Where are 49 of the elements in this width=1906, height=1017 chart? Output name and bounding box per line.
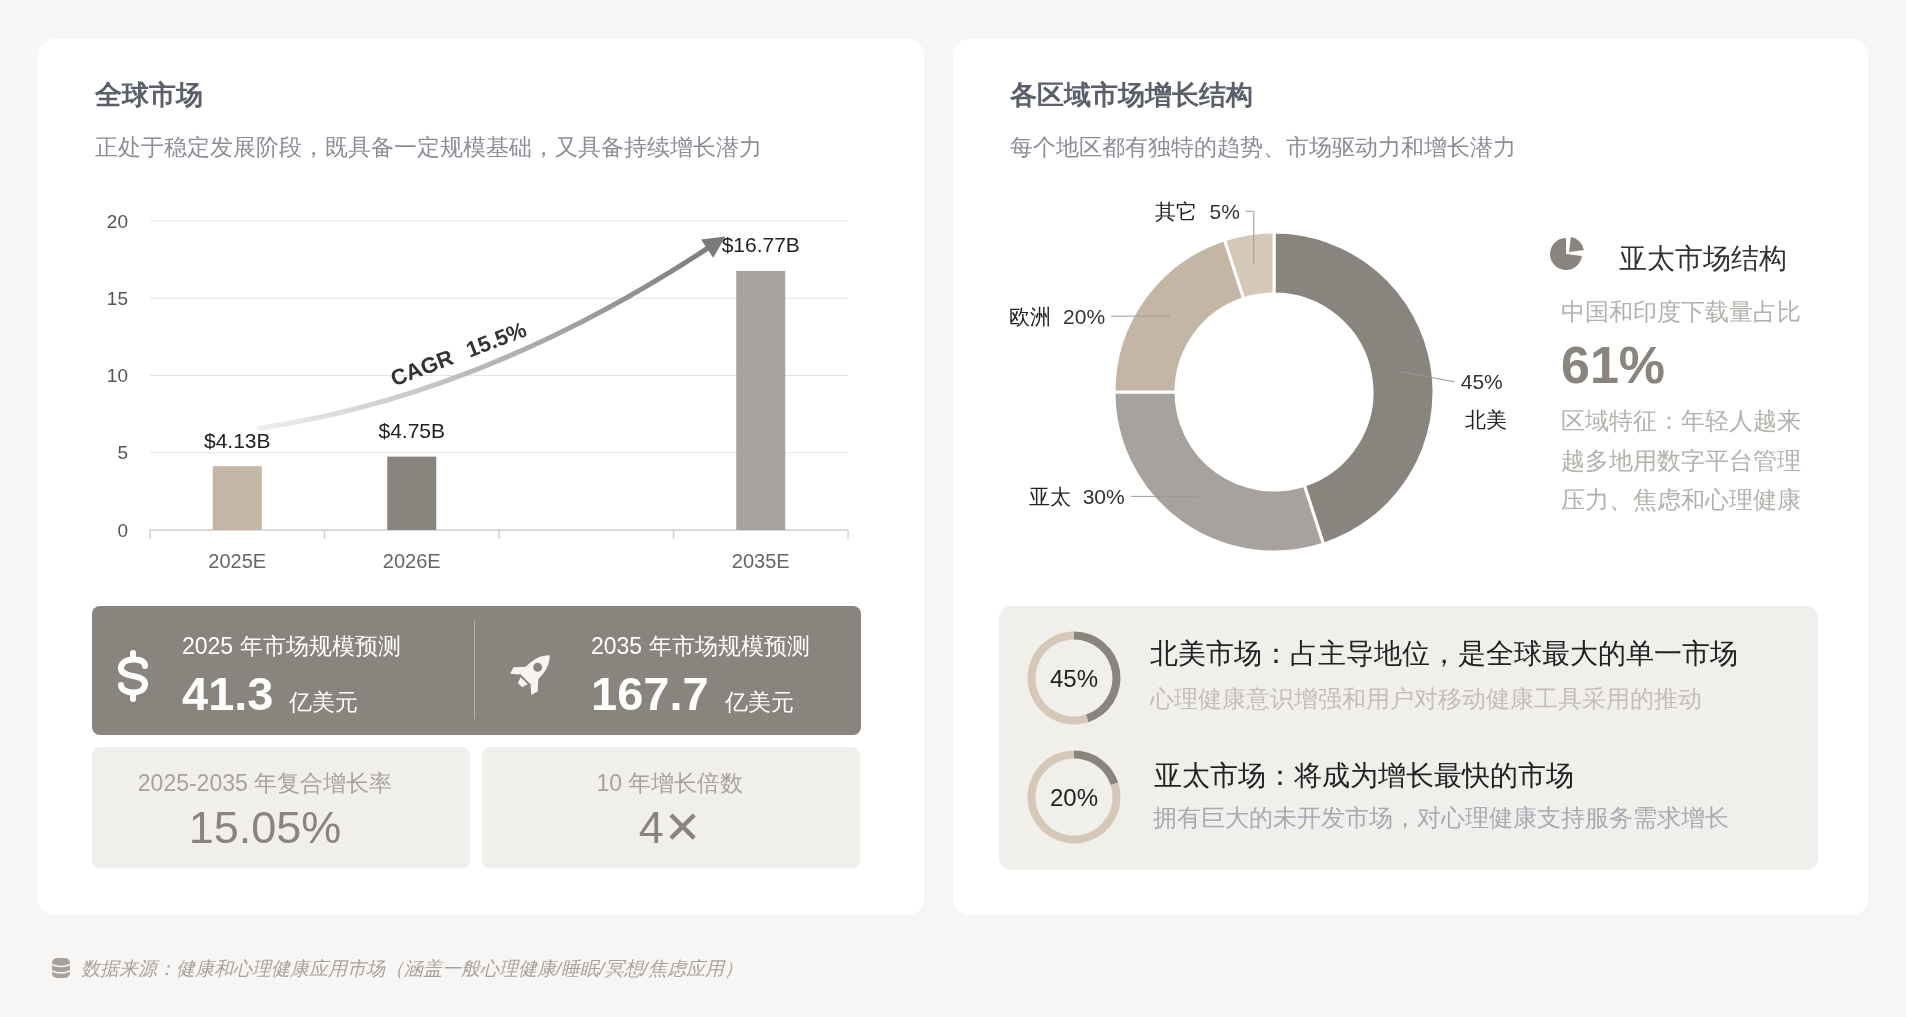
data-label: 45% <box>1460 370 1503 394</box>
text: 亿美元 <box>723 689 794 715</box>
x-tick-label: 2025E <box>208 550 267 572</box>
y-tick-label: 0 <box>117 519 128 541</box>
x-tick-label: 2035E <box>731 550 790 572</box>
text: 61% <box>1561 336 1666 394</box>
slice-label: 欧洲 <box>1009 304 1052 328</box>
text: 亚太市场：将成为增长最快的市场 <box>1154 759 1574 791</box>
y-tick-label: 20 <box>106 210 128 232</box>
text: 2025 年市场规模预测 <box>182 633 401 659</box>
data-label: 20% <box>1063 304 1106 328</box>
text: 北美市场：占主导地位，是全球最大的单一市场 <box>1150 637 1738 669</box>
data-label: $16.77B <box>721 233 800 257</box>
donut-slice <box>1074 750 1119 786</box>
annotation: CAGR 15.5% <box>387 316 530 392</box>
data-label: 20% <box>1049 783 1099 811</box>
chart-title: 全球市场 <box>94 80 203 110</box>
bar <box>736 270 786 530</box>
text: 167.7 <box>591 666 709 720</box>
text: 亚太市场结构 <box>1619 242 1787 274</box>
text: 10 年增长倍数 <box>596 770 744 796</box>
slice-label: 亚太 <box>1028 484 1071 508</box>
y-tick-label: 5 <box>117 442 128 464</box>
chart-subtitle: 正处于稳定发展阶段，既具备一定规模基础，又具备持续增长潜力 <box>95 134 762 160</box>
text: 区域特征：年轻人越来越多地用数字平台管理压力、焦虑和心理健康 <box>1561 406 1802 515</box>
text: 15.05% <box>188 801 342 853</box>
data-label: 45% <box>1049 664 1099 692</box>
data-label: 5% <box>1209 199 1240 223</box>
bar <box>387 456 437 530</box>
slice-label: 其它 <box>1155 199 1198 223</box>
x-tick-label: 2026E <box>382 550 441 572</box>
bar <box>212 466 262 530</box>
y-tick-label: 10 <box>106 365 128 386</box>
donut-slice <box>1027 750 1121 844</box>
source-note: 数据来源：健康和心理健康应用市场（涵盖一般心理健康/睡眠/冥想/焦虑应用） <box>81 957 743 979</box>
text: 41.3 <box>182 666 274 720</box>
text: 2025-2035 年复合增长率 <box>137 770 393 796</box>
chart-title: 各区域市场增长结构 <box>1009 80 1253 110</box>
text: 中国和印度下载量占比 <box>1561 297 1801 325</box>
data-label: $4.13B <box>203 428 271 452</box>
text: 2035 年市场规模预测 <box>591 633 810 659</box>
chart-subtitle: 每个地区都有独特的趋势、市场驱动力和增长潜力 <box>1010 134 1516 160</box>
slice-label: 北美 <box>1464 408 1507 432</box>
text: 亿美元 <box>288 689 359 715</box>
text: 拥有巨大的未开发市场，对心理健康支持服务需求增长 <box>1153 803 1729 831</box>
data-label: $4.75B <box>378 419 446 443</box>
y-tick-label: 15 <box>106 287 128 309</box>
text: 4✕ <box>638 801 702 853</box>
data-label: 30% <box>1082 484 1125 508</box>
